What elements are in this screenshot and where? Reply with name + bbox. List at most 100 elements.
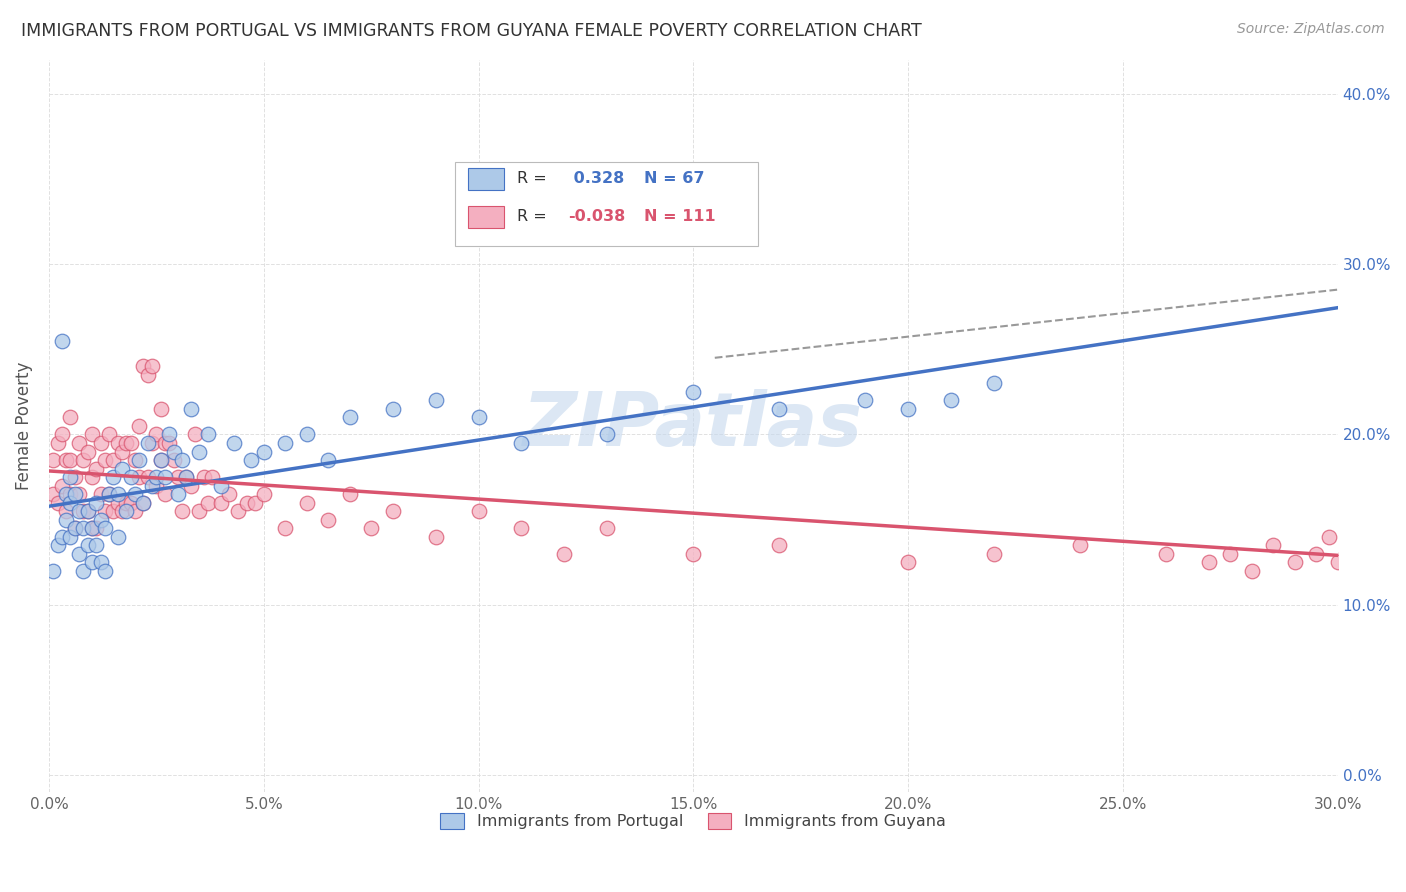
Point <box>853 393 876 408</box>
Point <box>111 461 134 475</box>
Point <box>67 487 90 501</box>
Point <box>339 410 361 425</box>
Point <box>46 495 69 509</box>
Point <box>184 427 207 442</box>
Text: N = 111: N = 111 <box>644 209 716 224</box>
Point <box>1334 547 1357 561</box>
Point <box>136 470 159 484</box>
Point <box>55 487 77 501</box>
Point <box>59 410 82 425</box>
Point <box>510 521 533 535</box>
Point <box>381 504 404 518</box>
Point <box>42 564 65 578</box>
Point <box>98 487 121 501</box>
Point <box>136 368 159 382</box>
Text: N = 67: N = 67 <box>644 170 704 186</box>
Point <box>59 487 82 501</box>
Point <box>153 487 176 501</box>
Point <box>1391 547 1406 561</box>
Point <box>55 513 77 527</box>
Point <box>939 393 962 408</box>
Point <box>98 487 121 501</box>
Point <box>1361 555 1384 569</box>
Point <box>253 487 276 501</box>
Point <box>209 495 232 509</box>
Point <box>115 504 138 518</box>
Point <box>1378 521 1400 535</box>
Point <box>274 436 297 450</box>
Point <box>80 555 103 569</box>
Point <box>72 504 94 518</box>
Point <box>1154 547 1177 561</box>
Point <box>141 359 163 374</box>
Point <box>59 453 82 467</box>
Point <box>111 444 134 458</box>
Point <box>467 410 489 425</box>
Point <box>153 436 176 450</box>
Point <box>89 487 111 501</box>
Point <box>80 470 103 484</box>
Point <box>124 504 146 518</box>
Point <box>111 504 134 518</box>
FancyBboxPatch shape <box>468 206 503 228</box>
Point <box>226 504 249 518</box>
Point <box>84 461 107 475</box>
Point <box>42 453 65 467</box>
Point <box>553 547 575 561</box>
Point <box>98 427 121 442</box>
Point <box>897 555 920 569</box>
Point <box>510 436 533 450</box>
Point <box>59 530 82 544</box>
FancyBboxPatch shape <box>456 162 758 246</box>
Point <box>51 478 73 492</box>
Point <box>94 564 117 578</box>
Point <box>295 427 318 442</box>
Point <box>1305 547 1327 561</box>
Point <box>107 495 129 509</box>
Point <box>360 521 382 535</box>
Legend: Immigrants from Portugal, Immigrants from Guyana: Immigrants from Portugal, Immigrants fro… <box>434 806 952 836</box>
Point <box>172 504 194 518</box>
Point <box>149 453 172 467</box>
Point <box>67 504 90 518</box>
Point <box>94 521 117 535</box>
Point <box>76 538 98 552</box>
Point <box>132 495 155 509</box>
Point <box>84 521 107 535</box>
Point <box>239 453 262 467</box>
Point <box>295 495 318 509</box>
Point <box>80 427 103 442</box>
Point <box>51 334 73 348</box>
Point <box>107 436 129 450</box>
Point <box>59 470 82 484</box>
Point <box>149 401 172 416</box>
Point <box>63 521 86 535</box>
Point <box>63 470 86 484</box>
Point <box>55 453 77 467</box>
Point <box>983 547 1005 561</box>
Point <box>128 470 150 484</box>
Point <box>46 538 69 552</box>
Point <box>76 444 98 458</box>
Point <box>128 453 150 467</box>
Point <box>157 436 180 450</box>
Text: 0.328: 0.328 <box>568 170 624 186</box>
Point <box>63 521 86 535</box>
Point <box>67 547 90 561</box>
Point <box>46 436 69 450</box>
Point <box>188 444 211 458</box>
Point <box>1348 530 1371 544</box>
Point <box>149 453 172 467</box>
Point <box>425 393 447 408</box>
Point <box>381 401 404 416</box>
Point <box>80 521 103 535</box>
Text: ZIPatlas: ZIPatlas <box>523 390 863 462</box>
Text: R =: R = <box>517 170 551 186</box>
Point <box>145 470 167 484</box>
Point <box>72 521 94 535</box>
Point <box>1317 530 1340 544</box>
Point <box>132 359 155 374</box>
Point <box>425 530 447 544</box>
Point <box>162 453 184 467</box>
Text: IMMIGRANTS FROM PORTUGAL VS IMMIGRANTS FROM GUYANA FEMALE POVERTY CORRELATION CH: IMMIGRANTS FROM PORTUGAL VS IMMIGRANTS F… <box>21 22 922 40</box>
